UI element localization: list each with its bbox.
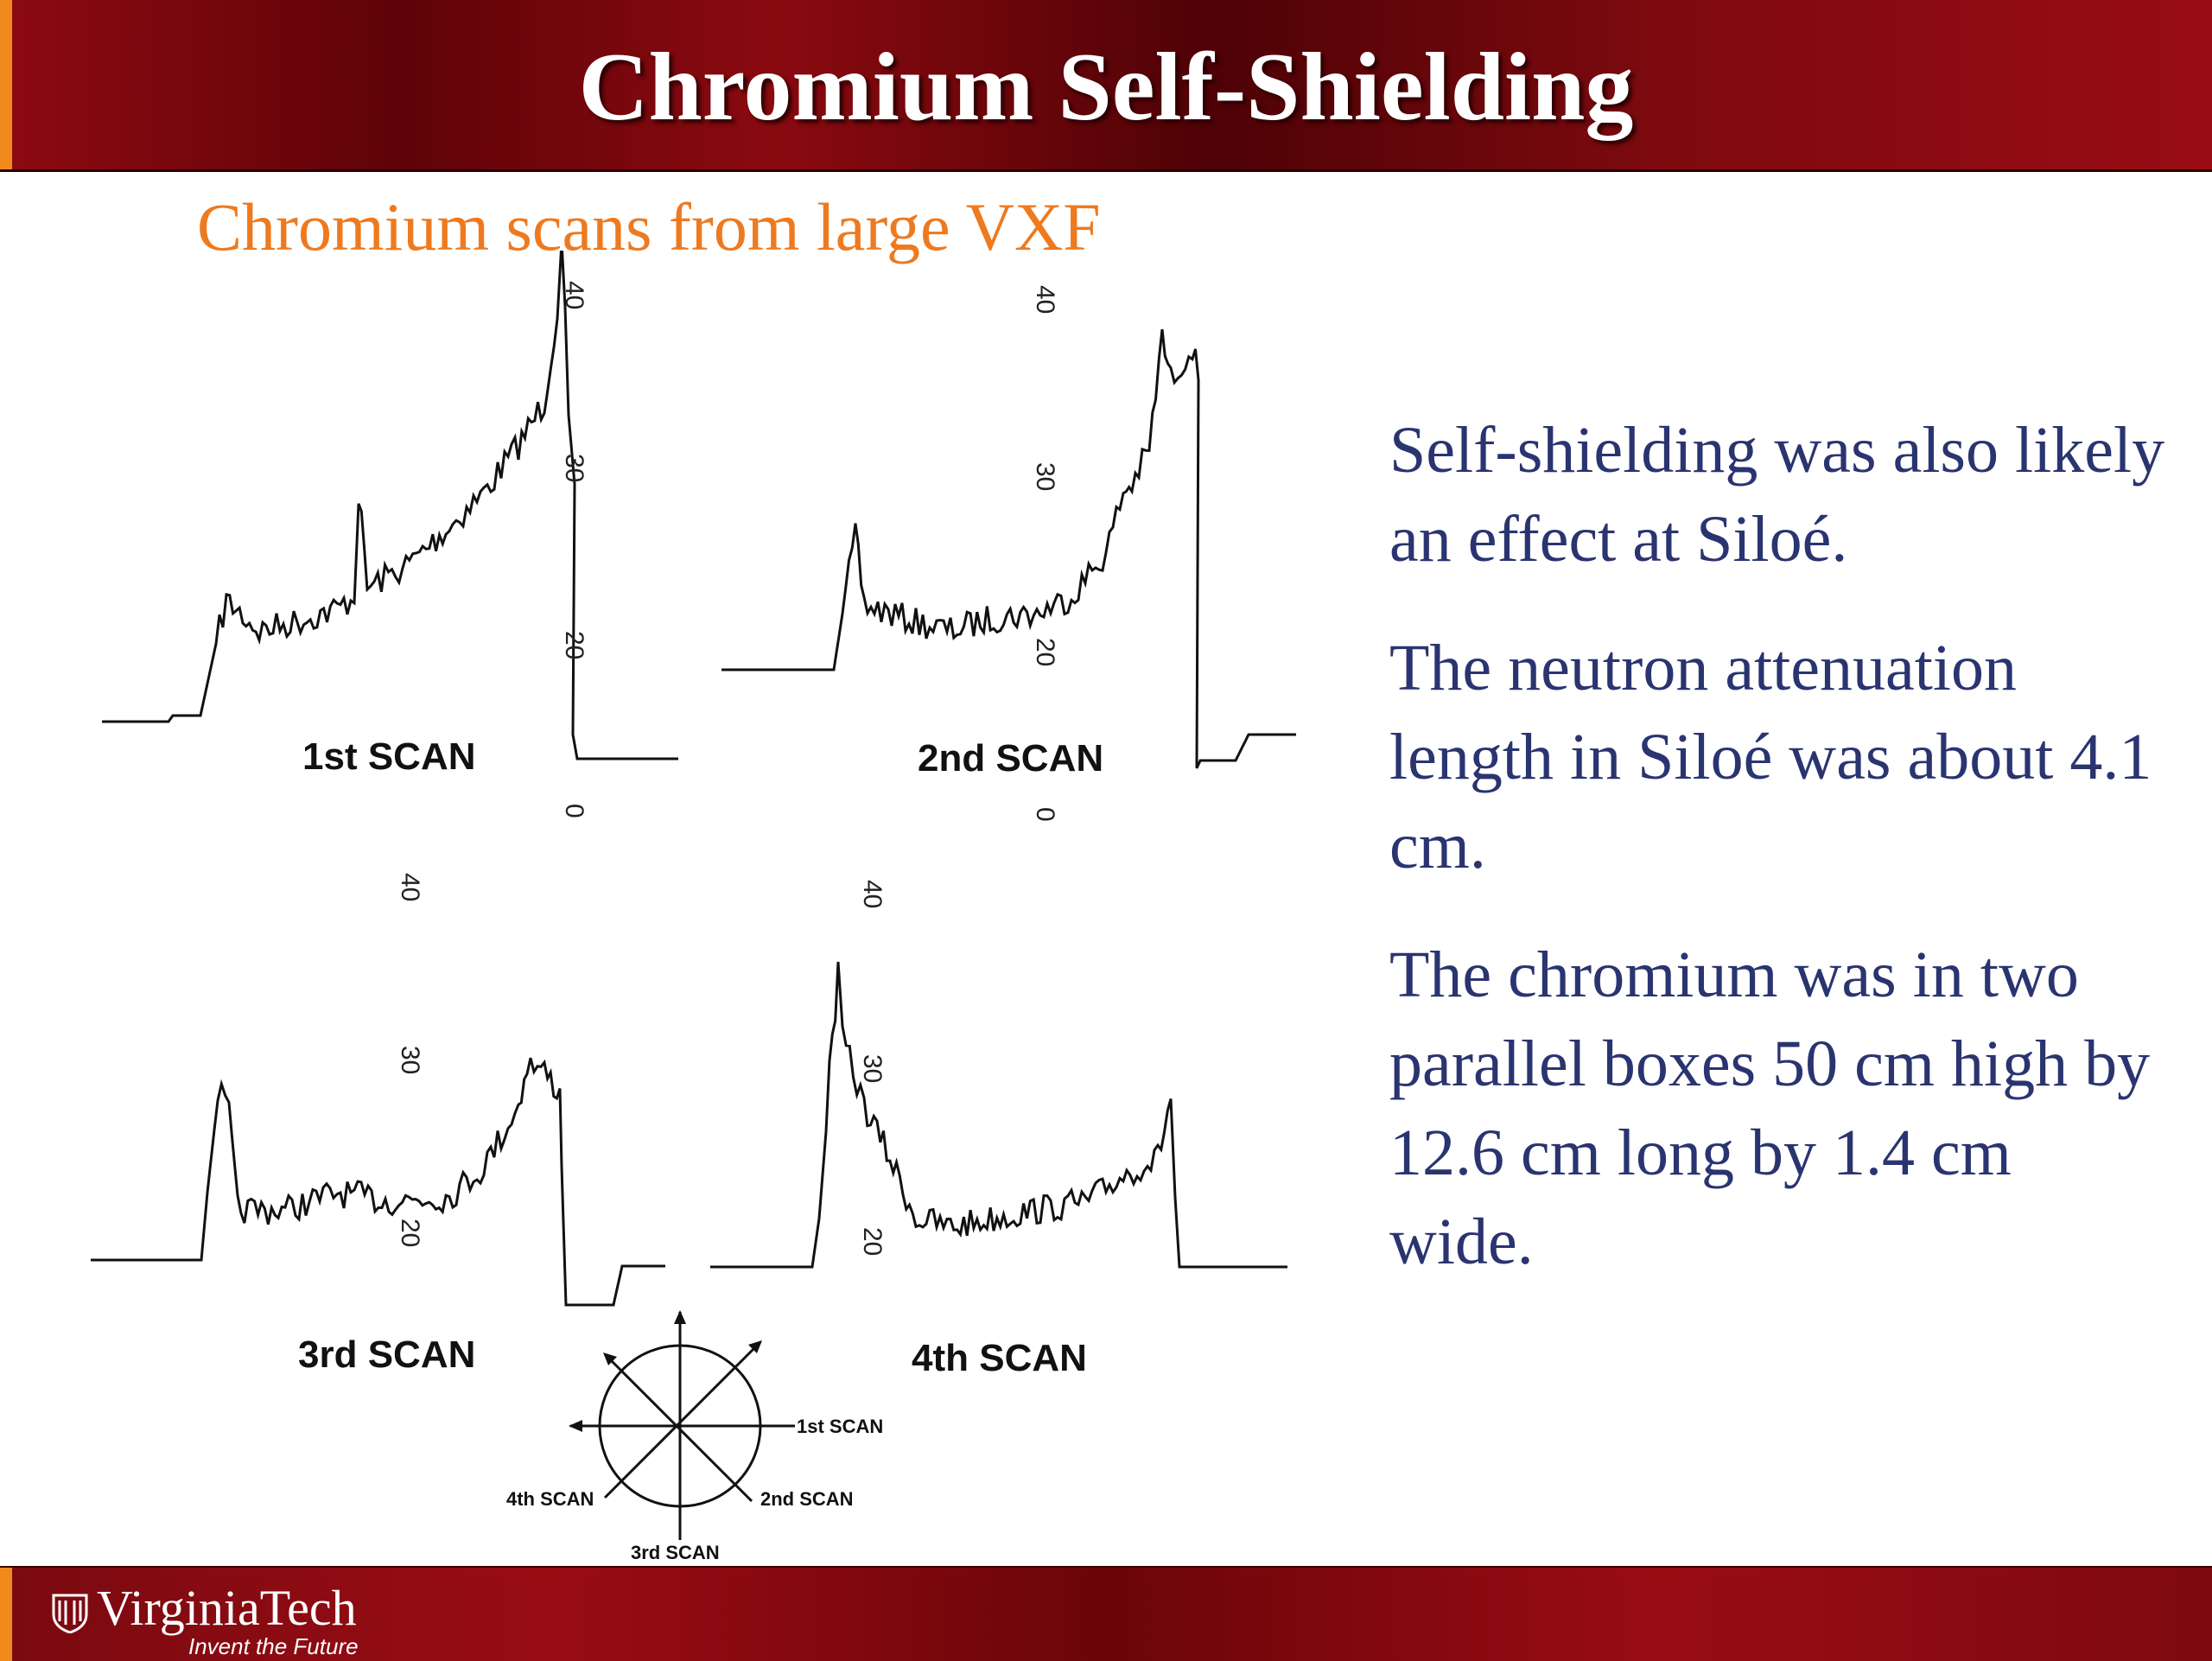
figure-subtitle: Chromium scans from large VXF xyxy=(197,189,1101,264)
virginia-tech-shield-icon xyxy=(52,1594,88,1633)
scan-1-axis-tick: 40 xyxy=(560,281,588,309)
scan-trace-1 xyxy=(102,251,678,760)
compass-diagonal-2 xyxy=(603,1352,753,1503)
arrow-up-icon xyxy=(674,1310,686,1324)
scan-4-axis-tick: 40 xyxy=(858,880,887,908)
scan-2-axis-tick: 30 xyxy=(1031,462,1059,491)
slide-title: Chromium Self-Shielding xyxy=(578,34,1634,141)
scan-figure-svg: 40 30 20 0 40 30 20 0 40 30 20 40 30 20 1st SCAN 2nd … xyxy=(91,251,1296,1563)
scan-label-2: 2nd SCAN xyxy=(918,737,1103,780)
scan-1-axis-tick: 0 xyxy=(560,804,588,818)
scan-1-axis-tick: 30 xyxy=(560,454,588,482)
header-bar: Chromium Self-Shielding xyxy=(0,0,2212,172)
arrow-up-left-icon xyxy=(603,1352,617,1365)
scan-2-axis-tick: 0 xyxy=(1031,807,1059,822)
scan-label-1: 1st SCAN xyxy=(302,735,476,778)
scan-3-axis-tick: 30 xyxy=(396,1046,424,1074)
paragraph-self-shielding: Self-shielding was also likely an effect… xyxy=(1389,414,2165,576)
scan-trace-4 xyxy=(710,961,1287,1269)
paragraph-chromium-boxes: The chromium was in two parallel boxes 5… xyxy=(1389,939,2151,1278)
footer-accent-stripe xyxy=(0,1568,12,1661)
body-text: Self-shielding was also likely an effect… xyxy=(1389,406,2167,1327)
header-accent-stripe xyxy=(0,0,12,169)
compass-diagonal-1 xyxy=(603,1340,762,1499)
logo-tagline: Invent the Future xyxy=(188,1633,359,1659)
arrow-up-right-icon xyxy=(748,1340,762,1353)
scan-3-axis-tick: 40 xyxy=(396,873,424,901)
scan-4-axis-tick: 30 xyxy=(858,1054,887,1083)
compass-label-4th: 4th SCAN xyxy=(506,1488,594,1510)
paragraph-attenuation-length: The neutron attenuation length in Siloé … xyxy=(1389,632,2152,882)
scan-label-4: 4th SCAN xyxy=(912,1337,1087,1379)
scan-trace-2 xyxy=(721,328,1296,769)
scan-figure: 40 30 20 0 40 30 20 0 40 30 20 40 30 20 1st SCAN 2nd … xyxy=(0,251,1348,1581)
scan-label-3: 3rd SCAN xyxy=(298,1333,475,1376)
scan-1-axis-tick: 20 xyxy=(560,631,588,659)
scan-direction-diagram xyxy=(569,1310,795,1540)
compass-label-1st: 1st SCAN xyxy=(797,1416,883,1437)
footer-bar: VirginiaTech Invent the Future xyxy=(0,1566,2212,1661)
scan-trace-3 xyxy=(91,1057,665,1307)
scan-2-axis-tick: 40 xyxy=(1031,285,1059,314)
arrow-left-icon xyxy=(569,1420,582,1432)
scan-4-axis-tick: 20 xyxy=(858,1227,887,1256)
compass-label-2nd: 2nd SCAN xyxy=(760,1488,854,1510)
scan-2-axis-tick: 20 xyxy=(1031,638,1059,666)
logo-name: VirginiaTech xyxy=(97,1580,357,1636)
compass-label-3rd: 3rd SCAN xyxy=(631,1542,720,1563)
scan-3-axis-tick: 20 xyxy=(396,1219,424,1247)
